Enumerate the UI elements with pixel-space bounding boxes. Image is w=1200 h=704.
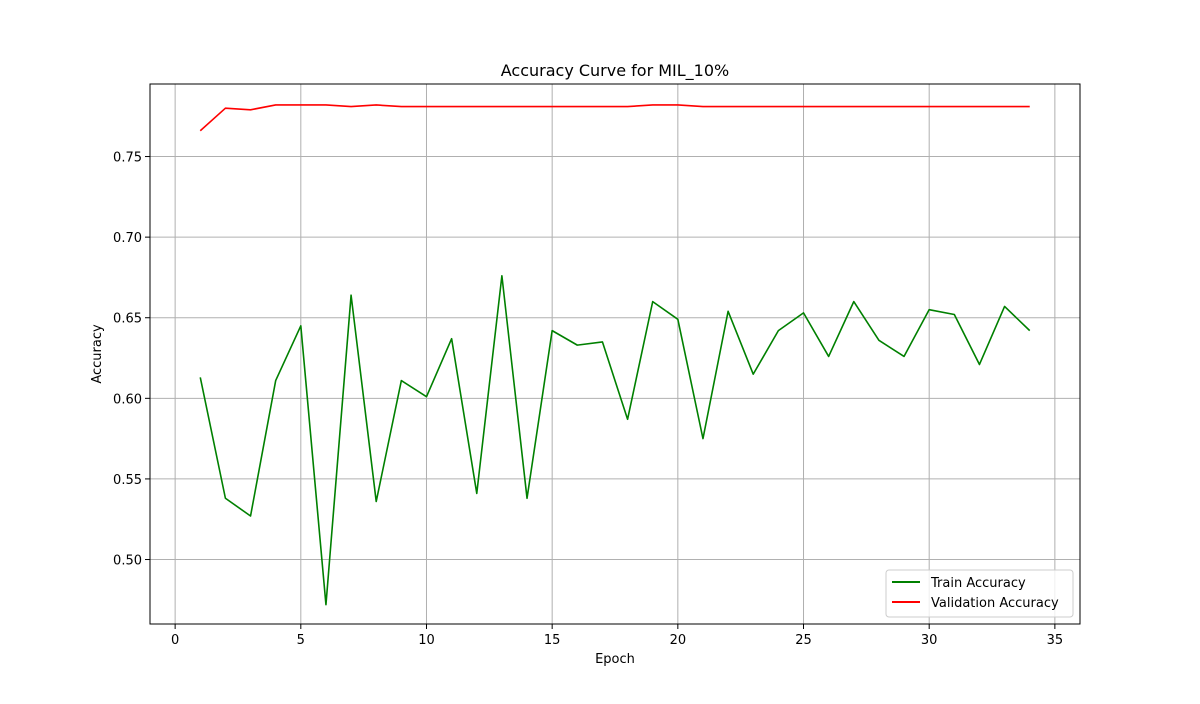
data-point-validation-accuracy	[501, 105, 503, 107]
data-point-validation-accuracy	[375, 104, 377, 106]
plot-frame	[149, 83, 1081, 625]
data-point-validation-accuracy	[777, 105, 779, 107]
data-point-validation-accuracy	[827, 105, 829, 107]
data-point-validation-accuracy	[928, 105, 930, 107]
data-point-train-accuracy	[652, 300, 654, 302]
legend: Train Accuracy Validation Accuracy	[885, 569, 1074, 618]
data-point-train-accuracy	[450, 337, 452, 339]
legend-label-train: Train Accuracy	[930, 576, 1026, 591]
data-point-train-accuracy	[978, 363, 980, 365]
data-point-validation-accuracy	[953, 105, 955, 107]
y-tick-label: 0.65	[113, 312, 142, 327]
x-tick-label: 20	[670, 633, 687, 648]
data-point-validation-accuracy	[300, 104, 302, 106]
series-line-train-accuracy	[199, 275, 1031, 606]
data-point-train-accuracy	[752, 373, 754, 375]
data-point-train-accuracy	[249, 515, 251, 517]
data-point-train-accuracy	[476, 492, 478, 494]
data-point-train-accuracy	[677, 318, 679, 320]
data-point-train-accuracy	[626, 418, 628, 420]
data-point-validation-accuracy	[978, 105, 980, 107]
x-tick-label: 30	[921, 633, 938, 648]
data-point-validation-accuracy	[350, 105, 352, 107]
data-point-validation-accuracy	[224, 107, 226, 109]
data-point-train-accuracy	[903, 355, 905, 357]
axis-ticks: 0 5 10 15 20 25 30 35 0.50 0.55 0.60 0.65 0.70 0.75	[113, 151, 1063, 648]
y-tick-label: 0.55	[113, 473, 142, 488]
data-point-train-accuracy	[727, 310, 729, 312]
grid-lines	[150, 84, 1080, 624]
data-point-train-accuracy	[551, 329, 553, 331]
data-point-train-accuracy	[853, 300, 855, 302]
x-tick-label: 10	[418, 633, 435, 648]
y-axis-label: Accuracy	[90, 324, 105, 384]
data-point-train-accuracy	[827, 355, 829, 357]
data-point-validation-accuracy	[752, 105, 754, 107]
data-point-train-accuracy	[224, 497, 226, 499]
data-point-train-accuracy	[878, 339, 880, 341]
series-lines	[199, 104, 1031, 606]
x-axis-label: Epoch	[595, 652, 635, 667]
data-point-train-accuracy	[1003, 305, 1005, 307]
y-tick-label: 0.75	[113, 151, 142, 166]
data-point-validation-accuracy	[1003, 105, 1005, 107]
data-point-train-accuracy	[601, 341, 603, 343]
y-tick-label: 0.60	[113, 392, 142, 407]
data-point-validation-accuracy	[878, 105, 880, 107]
data-point-validation-accuracy	[626, 105, 628, 107]
data-point-validation-accuracy	[476, 105, 478, 107]
data-point-validation-accuracy	[576, 105, 578, 107]
data-point-train-accuracy	[274, 379, 276, 381]
data-point-validation-accuracy	[1029, 105, 1031, 107]
x-tick-label: 35	[1047, 633, 1064, 648]
x-tick-label: 5	[297, 633, 305, 648]
data-point-train-accuracy	[350, 294, 352, 296]
chart-title: Accuracy Curve for MIL_10%	[501, 61, 730, 81]
legend-box	[885, 569, 1074, 618]
data-point-train-accuracy	[526, 497, 528, 499]
y-tick-label: 0.70	[113, 231, 142, 246]
x-tick-label: 15	[544, 633, 561, 648]
data-point-train-accuracy	[928, 308, 930, 310]
data-point-validation-accuracy	[551, 105, 553, 107]
data-point-validation-accuracy	[652, 104, 654, 106]
data-point-validation-accuracy	[400, 105, 402, 107]
data-point-train-accuracy	[1029, 329, 1031, 331]
data-point-validation-accuracy	[274, 104, 276, 106]
data-point-validation-accuracy	[601, 105, 603, 107]
data-point-validation-accuracy	[853, 105, 855, 107]
data-point-train-accuracy	[325, 603, 327, 605]
data-point-validation-accuracy	[325, 104, 327, 106]
data-point-train-accuracy	[777, 329, 779, 331]
data-point-validation-accuracy	[702, 105, 704, 107]
x-tick-label: 25	[795, 633, 812, 648]
data-point-train-accuracy	[300, 325, 302, 327]
data-point-validation-accuracy	[727, 105, 729, 107]
data-point-validation-accuracy	[677, 104, 679, 106]
legend-label-validation: Validation Accuracy	[931, 596, 1059, 611]
data-point-validation-accuracy	[802, 105, 804, 107]
x-tick-label: 0	[171, 633, 179, 648]
data-point-train-accuracy	[501, 275, 503, 277]
data-point-validation-accuracy	[425, 105, 427, 107]
data-point-validation-accuracy	[526, 105, 528, 107]
data-point-validation-accuracy	[903, 105, 905, 107]
data-point-train-accuracy	[576, 344, 578, 346]
data-point-train-accuracy	[199, 376, 201, 378]
data-point-validation-accuracy	[450, 105, 452, 107]
data-point-validation-accuracy	[249, 109, 251, 111]
data-point-train-accuracy	[375, 500, 377, 502]
data-point-train-accuracy	[400, 379, 402, 381]
series-line-validation-accuracy	[199, 104, 1030, 132]
data-point-train-accuracy	[425, 396, 427, 398]
data-point-train-accuracy	[702, 437, 704, 439]
data-point-train-accuracy	[953, 313, 955, 315]
data-point-validation-accuracy	[199, 130, 201, 132]
y-tick-label: 0.50	[113, 554, 142, 569]
data-point-train-accuracy	[802, 312, 804, 314]
